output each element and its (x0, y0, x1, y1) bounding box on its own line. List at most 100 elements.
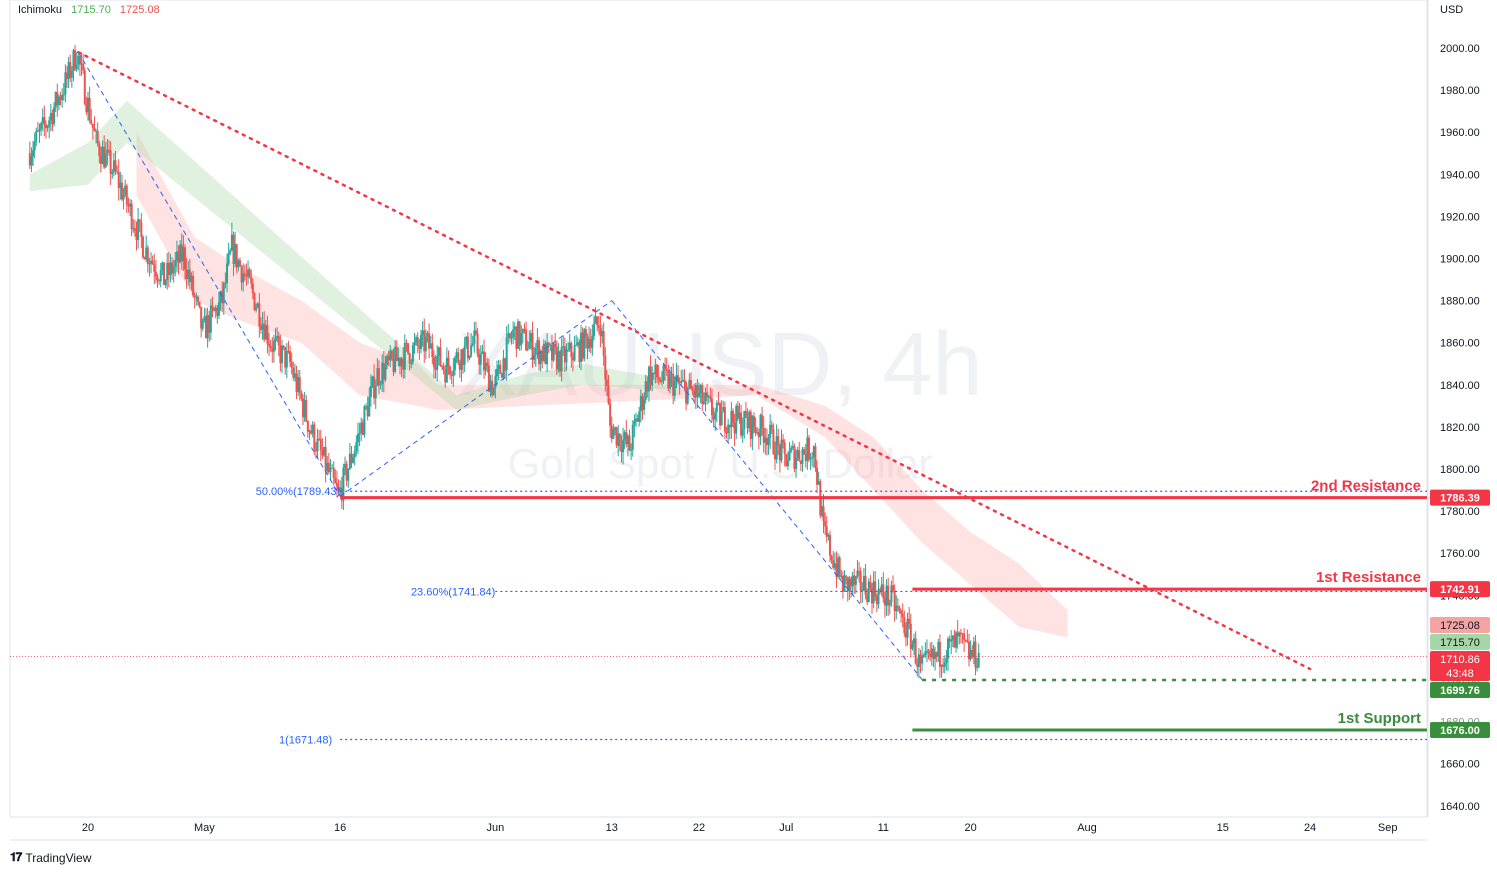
candle-body (570, 343, 573, 357)
candle-body (741, 429, 744, 436)
candle-body (232, 234, 235, 264)
candle-body (964, 639, 967, 641)
candle-body (725, 431, 728, 434)
candle-body (678, 382, 681, 384)
candle-body (222, 282, 225, 304)
candle-body (816, 467, 819, 485)
candle-body (610, 425, 613, 439)
candle-body (875, 596, 878, 605)
candle-body (728, 424, 731, 428)
candle-body (297, 377, 300, 393)
candle-body (576, 342, 579, 346)
candle-body (122, 194, 125, 200)
candle-body (345, 463, 348, 481)
candle-body (710, 398, 713, 416)
candle-body (890, 585, 893, 603)
candle-body (103, 146, 106, 168)
countdown-text: 43:48 (1446, 668, 1474, 680)
candle-body (271, 348, 274, 352)
candle-body (387, 355, 390, 361)
candle-body (174, 259, 177, 268)
candle-body (432, 357, 435, 367)
y-tick-label: 1840.00 (1440, 380, 1480, 392)
candle-body (57, 96, 60, 106)
candle-body (942, 664, 945, 667)
candle-body (665, 368, 668, 371)
candle-body (258, 303, 261, 327)
candle-body (137, 219, 140, 241)
candle-body (911, 644, 914, 649)
candle-body (638, 411, 641, 422)
candle-body (280, 345, 283, 364)
x-tick-label: Sep (1378, 822, 1398, 834)
price-label-text: 1710.86 (1440, 654, 1480, 666)
candle-body (689, 380, 692, 390)
candle-body (148, 263, 151, 265)
candle-body (953, 635, 956, 648)
level-price-badge-text: 1786.39 (1440, 493, 1480, 505)
candle-body (625, 432, 628, 445)
candle-body (820, 506, 823, 516)
candle-body (630, 449, 633, 451)
candle-body (785, 454, 788, 467)
candle-body (895, 605, 898, 612)
candle-body (757, 432, 760, 438)
candle-body (452, 370, 455, 376)
candle-body (340, 487, 343, 501)
candle-body (879, 589, 882, 591)
candle-body (765, 437, 768, 446)
candle-body (925, 650, 928, 652)
candle-body (631, 424, 634, 450)
candle-body (287, 351, 290, 353)
candle-body (495, 369, 498, 377)
candle-body (250, 277, 253, 284)
price-label-badge (1430, 651, 1490, 681)
candle-body (796, 450, 799, 458)
candle-body (872, 581, 875, 604)
candle-body (528, 341, 531, 349)
candle-body (90, 120, 93, 124)
candle-body (334, 477, 337, 483)
candle-body (431, 343, 434, 358)
candle-body (355, 442, 358, 452)
candle-body (580, 332, 583, 363)
candle-body (119, 182, 122, 189)
candle-body (806, 437, 809, 461)
candle-body (681, 379, 684, 382)
candle-body (473, 330, 476, 344)
fib-zigzag-line (77, 51, 341, 497)
candle-body (518, 321, 521, 346)
candle-body (727, 424, 730, 434)
price-label-text: 1715.70 (1440, 637, 1480, 649)
candle-body (512, 329, 515, 338)
candle-body (560, 346, 563, 372)
candle-body (513, 326, 516, 330)
candle-body (977, 652, 980, 668)
candle-body (672, 373, 675, 396)
candle-body (956, 632, 959, 637)
candle-body (594, 316, 597, 324)
candle-body (871, 588, 874, 604)
candle-body (688, 380, 691, 388)
candle-body (323, 447, 326, 456)
y-tick-label: 1640.00 (1440, 801, 1480, 813)
indicator-value-2: 1725.08 (119, 4, 160, 16)
candle-body (62, 94, 65, 96)
candle-body (282, 345, 285, 348)
candle-body (667, 370, 670, 389)
y-tick-label: 1820.00 (1440, 422, 1480, 434)
candle-body (368, 396, 371, 417)
candle-body (82, 63, 85, 71)
candle-body (386, 355, 389, 365)
candle-body (859, 571, 862, 591)
candle-body (746, 417, 749, 429)
level-price-badge (1430, 489, 1490, 506)
candle-body (867, 581, 870, 602)
candle-body (812, 446, 815, 458)
candle-body (967, 641, 970, 660)
candle-body (961, 633, 964, 635)
candle-body (613, 427, 616, 430)
candle-body (125, 185, 128, 205)
candle-body (892, 585, 895, 591)
